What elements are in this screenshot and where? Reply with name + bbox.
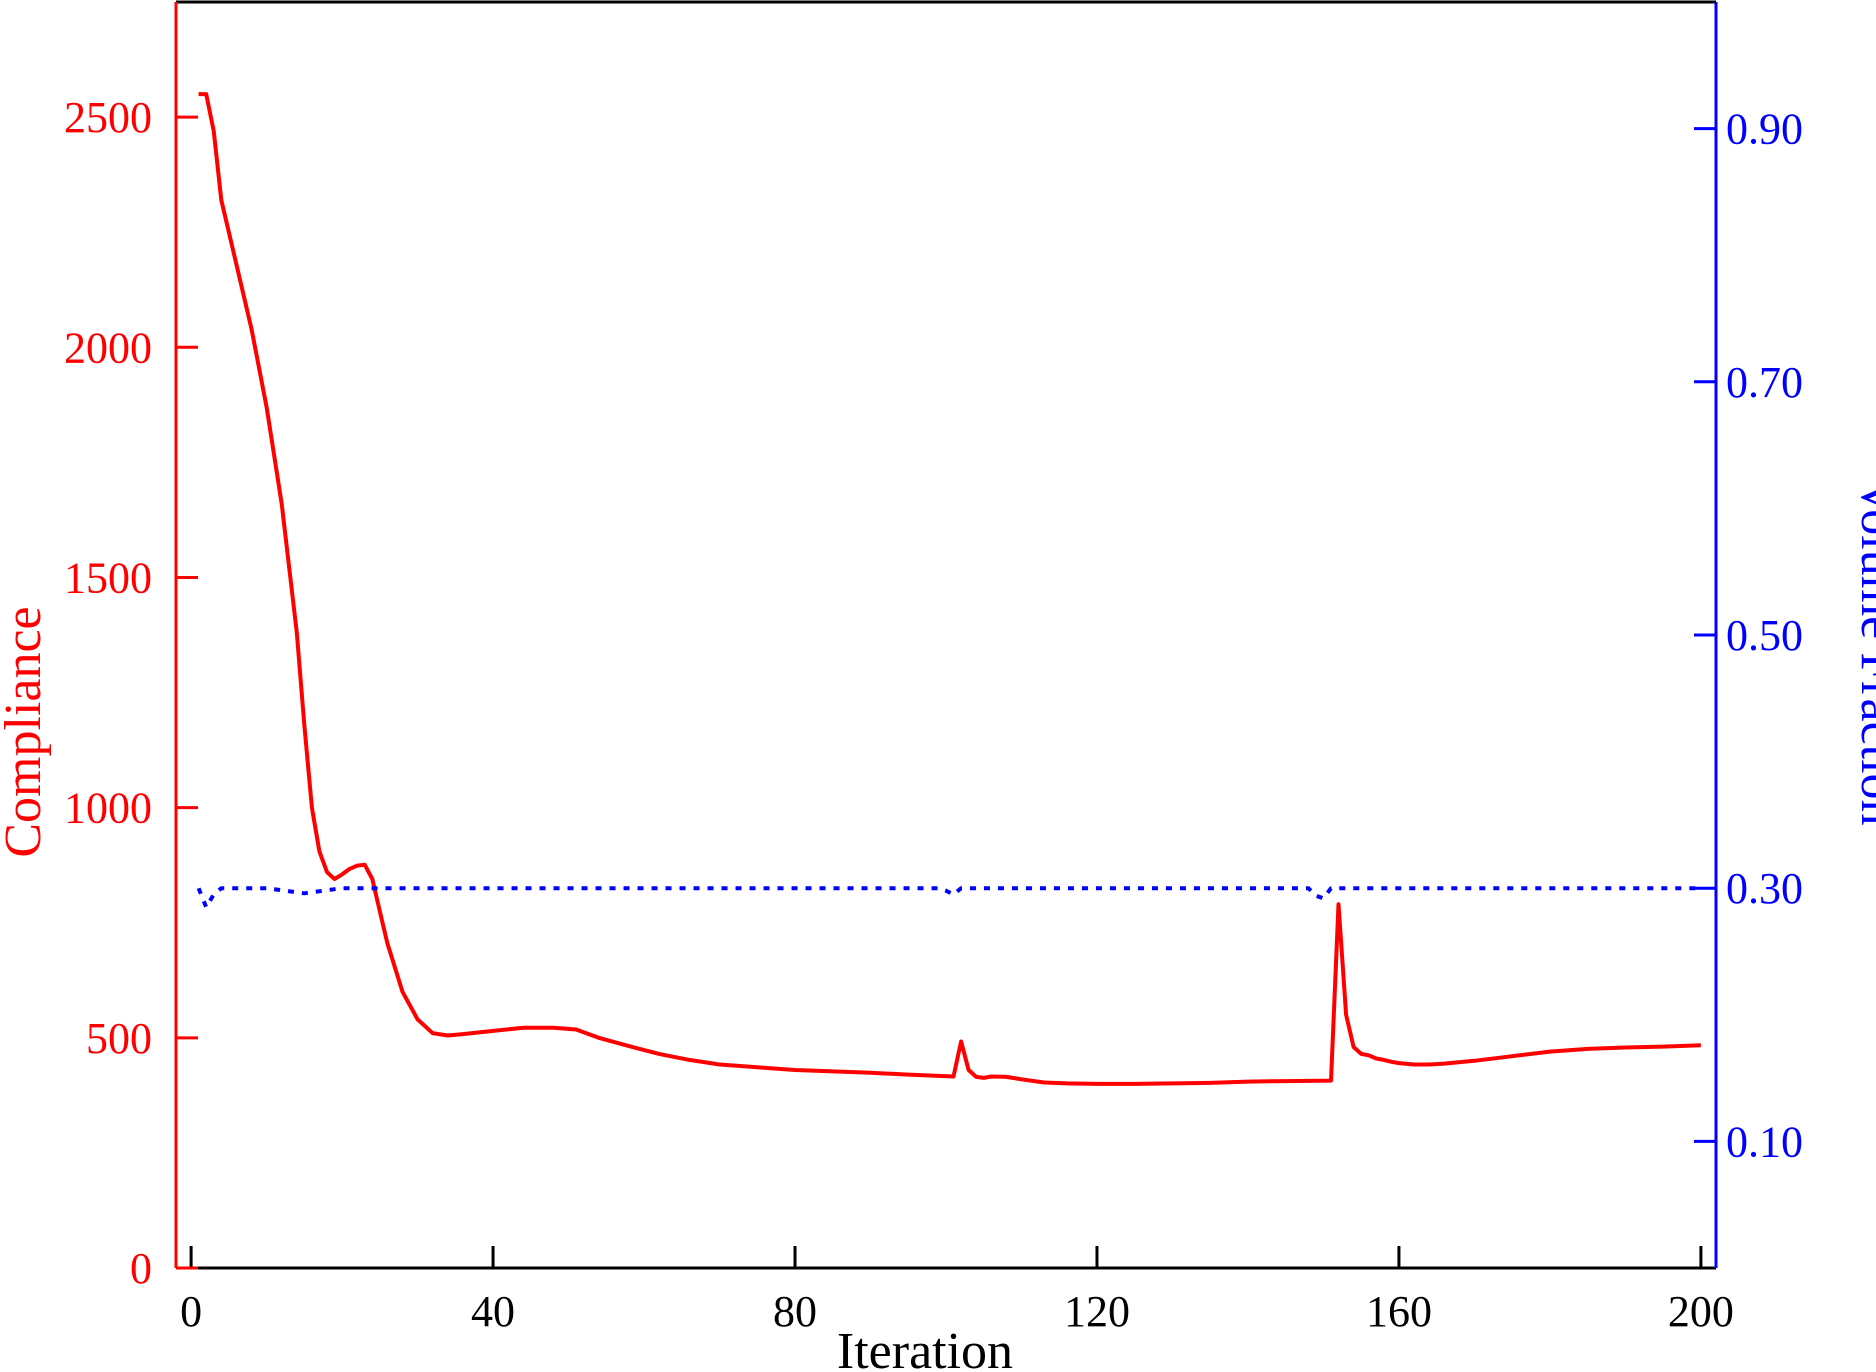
x-tick-label: 80 — [773, 1287, 817, 1336]
left-y-tick-label: 2500 — [64, 93, 152, 142]
left-y-tick-label: 500 — [86, 1014, 152, 1063]
left-y-tick-label: 1500 — [64, 553, 152, 602]
left-y-tick-label: 1000 — [64, 784, 152, 833]
x-tick-label: 40 — [471, 1287, 515, 1336]
x-axis-title: Iteration — [837, 1323, 1013, 1372]
plot-frame — [174, 0, 1718, 1270]
left-y-tick-label: 2000 — [64, 323, 152, 372]
right-y-tick-label: 0.90 — [1726, 105, 1803, 154]
right-y-axis-title: Volume Fraction — [1850, 478, 1876, 825]
compliance-line — [198, 92, 1701, 1086]
volume-fraction-line — [196, 886, 1701, 910]
left-y-axis-title: Compliance — [0, 606, 52, 857]
ticks-layer: 0 40 80 120 160 200050010001500200025000.100.… — [64, 93, 1803, 1336]
x-tick-label: 120 — [1064, 1287, 1130, 1336]
x-tick-label: 200 — [1668, 1287, 1734, 1336]
right-y-tick-label: 0.50 — [1726, 611, 1803, 660]
series-layer — [196, 92, 1701, 1086]
x-tick-label: 0 — [180, 1287, 202, 1336]
left-y-tick-label: 0 — [130, 1244, 152, 1293]
x-tick-label: 160 — [1366, 1287, 1432, 1336]
right-y-tick-label: 0.30 — [1726, 864, 1803, 913]
right-y-tick-label: 0.70 — [1726, 358, 1803, 407]
right-y-tick-label: 0.10 — [1726, 1117, 1803, 1166]
